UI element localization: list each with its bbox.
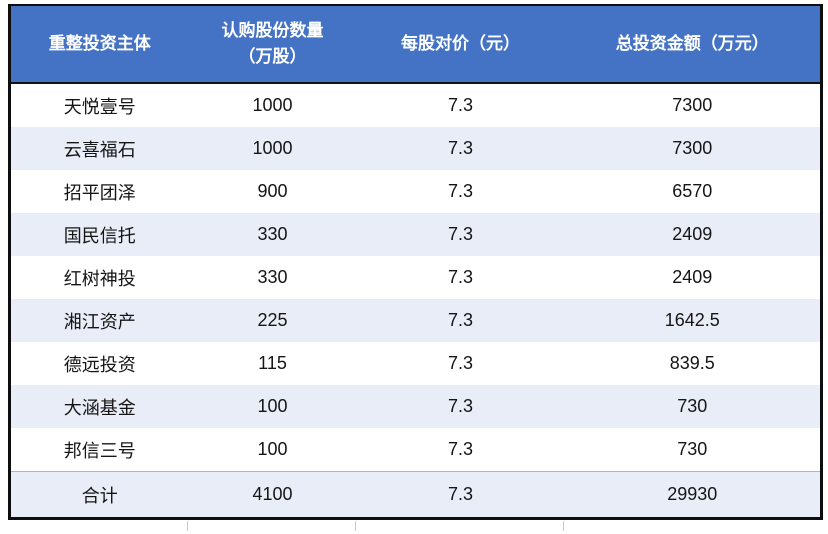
table-row: 湘江资产 225 7.3 1642.5 [9, 299, 822, 342]
cell-shares: 100 [188, 428, 357, 472]
cell-price: 7.3 [356, 428, 565, 472]
column-divider-tick [187, 521, 188, 531]
header-row: 重整投资主体 认购股份数量 （万股） 每股对价（元） 总投资金额（万元） [9, 5, 822, 84]
column-divider-tick [355, 521, 356, 531]
cell-entity: 招平团泽 [9, 170, 189, 213]
cell-entity: 邦信三号 [9, 428, 189, 472]
cell-entity: 红树神投 [9, 256, 189, 299]
cell-entity: 大涵基金 [9, 385, 189, 428]
cell-total: 6570 [564, 170, 822, 213]
column-header-shares-line2: （万股） [238, 47, 307, 66]
column-header-price: 每股对价（元） [356, 5, 565, 84]
cell-total: 2409 [564, 256, 822, 299]
cell-price: 7.3 [356, 299, 565, 342]
cell-shares: 115 [188, 342, 357, 385]
table-header: 重整投资主体 认购股份数量 （万股） 每股对价（元） 总投资金额（万元） [9, 5, 822, 84]
column-divider-tick [563, 521, 564, 531]
cell-total: 730 [564, 428, 822, 472]
table-row: 国民信托 330 7.3 2409 [9, 213, 822, 256]
cell-shares: 900 [188, 170, 357, 213]
cell-shares-total: 4100 [188, 471, 357, 519]
cell-entity-total-label: 合计 [9, 471, 189, 519]
cell-price: 7.3 [356, 127, 565, 170]
cell-shares: 330 [188, 213, 357, 256]
cell-shares: 100 [188, 385, 357, 428]
cell-price: 7.3 [356, 385, 565, 428]
table-row: 云喜福石 1000 7.3 7300 [9, 127, 822, 170]
column-header-price-label: 每股对价（元） [401, 33, 520, 53]
table-row: 天悦壹号 1000 7.3 7300 [9, 83, 822, 127]
column-header-shares-line1: 认购股份数量 [221, 20, 324, 40]
table-row: 邦信三号 100 7.3 730 [9, 428, 822, 472]
column-header-entity-label: 重整投资主体 [48, 33, 151, 53]
cell-total-amount: 29930 [564, 471, 822, 519]
cell-total: 839.5 [564, 342, 822, 385]
total-row: 合计 4100 7.3 29930 [9, 471, 822, 519]
table-body: 天悦壹号 1000 7.3 7300 云喜福石 1000 7.3 7300 招平… [9, 83, 822, 519]
cell-shares: 225 [188, 299, 357, 342]
cell-shares: 330 [188, 256, 357, 299]
cell-price: 7.3 [356, 213, 565, 256]
cell-entity: 湘江资产 [9, 299, 189, 342]
investment-table: 重整投资主体 认购股份数量 （万股） 每股对价（元） 总投资金额（万元） 天悦壹… [8, 4, 823, 520]
column-header-total-label: 总投资金额（万元） [615, 33, 769, 53]
table-row: 大涵基金 100 7.3 730 [9, 385, 822, 428]
cell-entity: 云喜福石 [9, 127, 189, 170]
cell-total: 7300 [564, 127, 822, 170]
table-row: 红树神投 330 7.3 2409 [9, 256, 822, 299]
cell-entity: 天悦壹号 [9, 83, 189, 127]
cell-total: 7300 [564, 83, 822, 127]
table-row: 德远投资 115 7.3 839.5 [9, 342, 822, 385]
cell-total: 730 [564, 385, 822, 428]
cell-shares: 1000 [188, 127, 357, 170]
column-header-shares: 认购股份数量 （万股） [188, 5, 357, 84]
cell-shares: 1000 [188, 83, 357, 127]
cell-total: 2409 [564, 213, 822, 256]
cell-price: 7.3 [356, 170, 565, 213]
column-header-total: 总投资金额（万元） [564, 5, 822, 84]
cell-price: 7.3 [356, 256, 565, 299]
table-row: 招平团泽 900 7.3 6570 [9, 170, 822, 213]
cell-price: 7.3 [356, 342, 565, 385]
cell-price-total: 7.3 [356, 471, 565, 519]
cell-total: 1642.5 [564, 299, 822, 342]
cell-price: 7.3 [356, 83, 565, 127]
cell-entity: 德远投资 [9, 342, 189, 385]
cell-entity: 国民信托 [9, 213, 189, 256]
column-header-entity: 重整投资主体 [9, 5, 189, 84]
